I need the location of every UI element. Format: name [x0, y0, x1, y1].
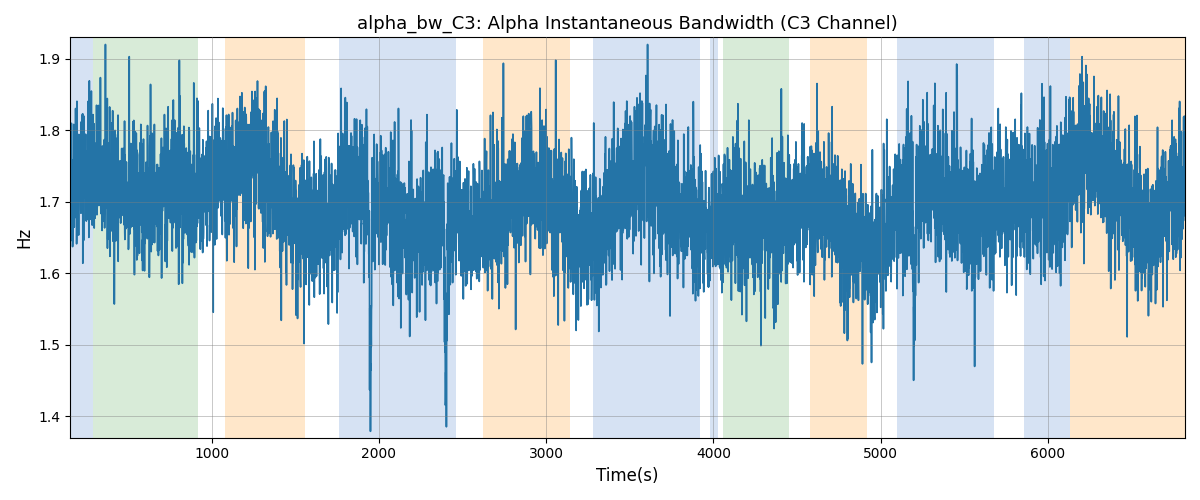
Bar: [710, 38, 719, 438]
Bar: [898, 38, 995, 438]
Bar: [1025, 38, 1069, 438]
Y-axis label: Hz: Hz: [14, 227, 32, 248]
Bar: [593, 38, 700, 438]
Title: alpha_bw_C3: Alpha Instantaneous Bandwidth (C3 Channel): alpha_bw_C3: Alpha Instantaneous Bandwid…: [358, 15, 898, 34]
Bar: [1069, 38, 1186, 438]
Bar: [810, 38, 868, 438]
X-axis label: Time(s): Time(s): [596, 467, 659, 485]
Bar: [482, 38, 570, 438]
Bar: [226, 38, 305, 438]
Bar: [71, 38, 92, 438]
Bar: [338, 38, 456, 438]
Bar: [92, 38, 198, 438]
Bar: [724, 38, 788, 438]
